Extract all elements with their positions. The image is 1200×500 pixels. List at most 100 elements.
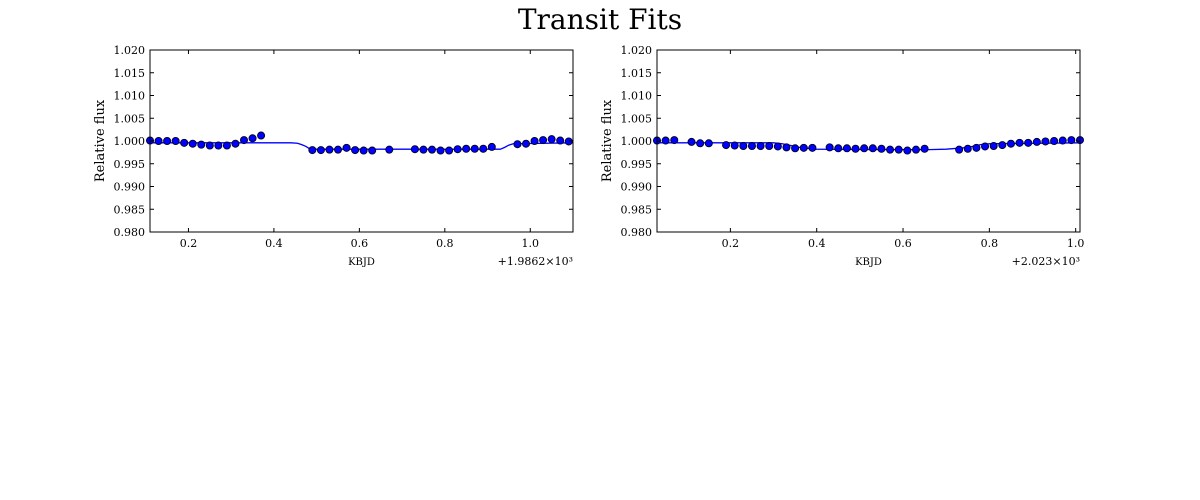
data-point-0-9 bbox=[222, 141, 231, 150]
data-point-1-28 bbox=[920, 144, 929, 153]
x-axis-label-0: KBJD bbox=[348, 257, 375, 268]
data-point-1-14 bbox=[791, 144, 800, 153]
data-point-1-34 bbox=[998, 141, 1007, 150]
y-axis-label-0: Relative flux bbox=[93, 99, 108, 182]
data-point-0-37 bbox=[547, 135, 556, 144]
data-point-0-26 bbox=[436, 146, 445, 155]
x-offset-label-0: +1.9862×10³ bbox=[498, 255, 573, 268]
y-axis-label-1: Relative flux bbox=[600, 99, 615, 182]
data-point-0-21 bbox=[368, 146, 377, 155]
x-tick-label-0-2: 0.6 bbox=[351, 237, 369, 250]
data-point-1-21 bbox=[860, 144, 869, 153]
data-point-0-19 bbox=[351, 146, 360, 155]
y-tick-label-0-4: 1.000 bbox=[114, 135, 146, 148]
y-tick-label-0-3: 0.995 bbox=[114, 158, 146, 171]
data-point-0-17 bbox=[333, 145, 342, 154]
data-point-0-6 bbox=[197, 140, 206, 149]
data-point-1-20 bbox=[851, 144, 860, 153]
data-point-0-25 bbox=[427, 145, 436, 154]
data-point-0-38 bbox=[556, 136, 565, 145]
data-point-1-39 bbox=[1041, 137, 1050, 146]
data-point-0-15 bbox=[316, 146, 325, 155]
x-offset-label-1: +2.023×10³ bbox=[1012, 255, 1080, 268]
x-tick-label-1-4: 1.0 bbox=[1067, 237, 1085, 250]
data-point-0-12 bbox=[248, 134, 257, 143]
y-tick-label-0-5: 1.005 bbox=[114, 112, 146, 125]
data-point-1-41 bbox=[1058, 136, 1067, 145]
y-tick-label-1-0: 0.980 bbox=[621, 226, 653, 239]
y-tick-label-0-1: 0.985 bbox=[114, 203, 146, 216]
data-point-0-16 bbox=[325, 145, 334, 154]
data-point-1-11 bbox=[765, 141, 774, 150]
data-point-0-2 bbox=[163, 136, 172, 145]
data-point-1-30 bbox=[963, 144, 972, 153]
data-point-0-32 bbox=[487, 142, 496, 151]
data-point-1-18 bbox=[834, 144, 843, 153]
data-point-1-31 bbox=[972, 143, 981, 152]
x-tick-label-1-0: 0.2 bbox=[722, 237, 740, 250]
data-point-0-5 bbox=[188, 139, 197, 148]
data-point-1-37 bbox=[1024, 138, 1033, 147]
data-point-1-7 bbox=[730, 141, 739, 150]
x-tick-label-0-0: 0.2 bbox=[180, 237, 198, 250]
data-point-1-38 bbox=[1032, 137, 1041, 146]
data-point-0-10 bbox=[231, 139, 240, 148]
data-point-0-4 bbox=[180, 138, 189, 147]
y-tick-label-1-6: 1.010 bbox=[621, 90, 653, 103]
data-point-0-28 bbox=[453, 145, 462, 154]
data-point-1-23 bbox=[877, 144, 886, 153]
model-line-1 bbox=[657, 142, 1081, 151]
y-tick-label-1-1: 0.985 bbox=[621, 203, 653, 216]
x-tick-label-0-4: 1.0 bbox=[522, 237, 540, 250]
data-point-1-1 bbox=[661, 136, 670, 145]
data-point-0-35 bbox=[530, 136, 539, 145]
data-point-1-27 bbox=[911, 145, 920, 154]
data-point-1-26 bbox=[903, 146, 912, 155]
y-tick-label-0-6: 1.010 bbox=[114, 90, 146, 103]
data-point-1-40 bbox=[1050, 136, 1059, 145]
plot-frame-0 bbox=[149, 49, 574, 233]
data-point-0-27 bbox=[445, 146, 454, 155]
x-tick-label-0-3: 0.8 bbox=[436, 237, 454, 250]
data-point-1-35 bbox=[1006, 139, 1015, 148]
data-point-1-25 bbox=[894, 145, 903, 154]
data-point-1-33 bbox=[989, 141, 998, 150]
y-tick-label-0-2: 0.990 bbox=[114, 181, 146, 194]
data-point-1-16 bbox=[808, 143, 817, 152]
data-point-1-4 bbox=[696, 139, 705, 148]
figure-title: Transit Fits bbox=[517, 3, 683, 36]
data-point-0-33 bbox=[513, 140, 522, 149]
y-tick-label-0-8: 1.020 bbox=[114, 44, 146, 57]
data-point-0-29 bbox=[462, 144, 471, 153]
data-point-1-17 bbox=[825, 143, 834, 152]
data-point-1-32 bbox=[981, 142, 990, 151]
data-point-1-42 bbox=[1067, 136, 1076, 145]
x-tick-label-1-1: 0.4 bbox=[808, 237, 826, 250]
data-point-0-13 bbox=[257, 131, 266, 140]
data-point-1-13 bbox=[782, 143, 791, 152]
data-point-0-22 bbox=[385, 145, 394, 154]
data-point-1-3 bbox=[687, 137, 696, 146]
y-tick-label-0-0: 0.980 bbox=[114, 226, 146, 239]
data-point-0-18 bbox=[342, 143, 351, 152]
data-point-1-5 bbox=[704, 139, 713, 148]
x-axis-label-1: KBJD bbox=[855, 257, 882, 268]
data-point-0-36 bbox=[539, 136, 548, 145]
y-tick-label-0-7: 1.015 bbox=[114, 67, 146, 80]
data-point-1-24 bbox=[886, 145, 895, 154]
data-point-1-12 bbox=[773, 142, 782, 151]
x-tick-label-1-2: 0.6 bbox=[894, 237, 912, 250]
y-tick-label-1-2: 0.990 bbox=[621, 181, 653, 194]
x-tick-label-1-3: 0.8 bbox=[981, 237, 999, 250]
y-tick-label-1-8: 1.020 bbox=[621, 44, 653, 57]
data-point-1-29 bbox=[955, 145, 964, 154]
data-point-1-36 bbox=[1015, 138, 1024, 147]
data-point-0-7 bbox=[205, 141, 214, 150]
data-point-0-8 bbox=[214, 141, 223, 150]
data-point-1-22 bbox=[868, 144, 877, 153]
data-point-1-6 bbox=[722, 141, 731, 150]
y-tick-label-1-7: 1.015 bbox=[621, 67, 653, 80]
data-point-1-10 bbox=[756, 141, 765, 150]
